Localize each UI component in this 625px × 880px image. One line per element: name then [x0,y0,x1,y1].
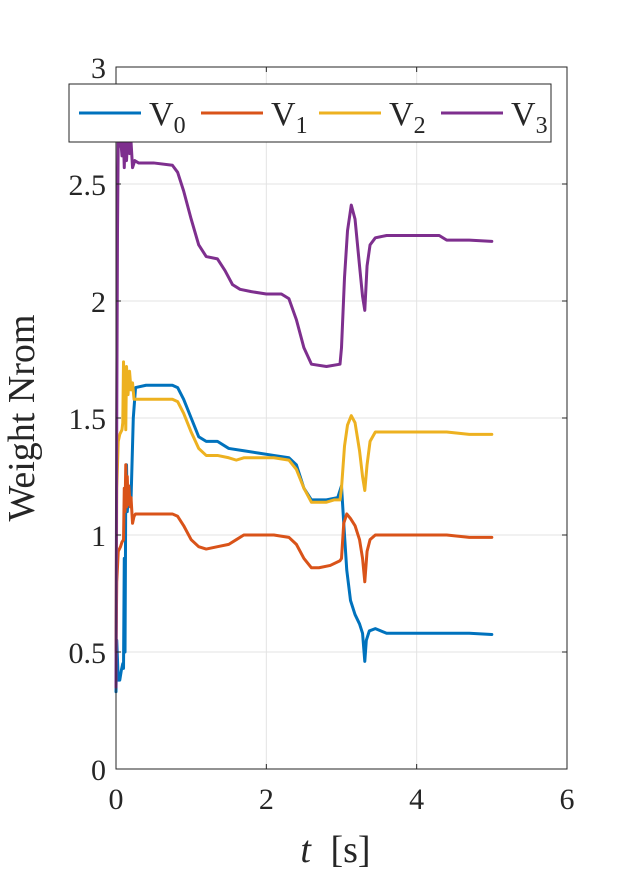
series-line-v1 [114,463,494,654]
legend-label-v1: V1 [271,96,308,139]
y-tick-label: 2 [91,286,106,319]
y-tick-label: 2.5 [69,169,107,202]
series-line-v0 [114,383,494,694]
ticks: 0 2 4 6 0 0.5 1 1.5 2 2.5 3 [69,52,575,816]
legend: V0 V1 V2 V3 [68,83,552,143]
x-tick-label: 4 [409,783,424,816]
legend-label-v3: V3 [511,96,548,139]
y-tick-label: 1 [91,520,106,553]
y-tick-label: 1.5 [69,403,107,436]
grid [116,67,567,769]
x-tick-label: 6 [560,783,575,816]
x-axis-label-var: t [300,829,312,871]
y-tick-label: 0 [91,754,106,787]
series-line-v2 [114,360,494,654]
y-tick-label: 0.5 [69,637,107,670]
y-tick-label: 3 [91,52,106,85]
legend-label-v0: V0 [149,96,186,139]
x-tick-label: 2 [259,783,274,816]
legend-label-v2: V2 [389,96,426,139]
x-axis-label: t [s] [300,829,370,871]
y-axis-label: Weight Nrom [1,315,43,522]
x-tick-label: 0 [109,783,124,816]
x-axis-label-unit: [s] [330,829,370,871]
